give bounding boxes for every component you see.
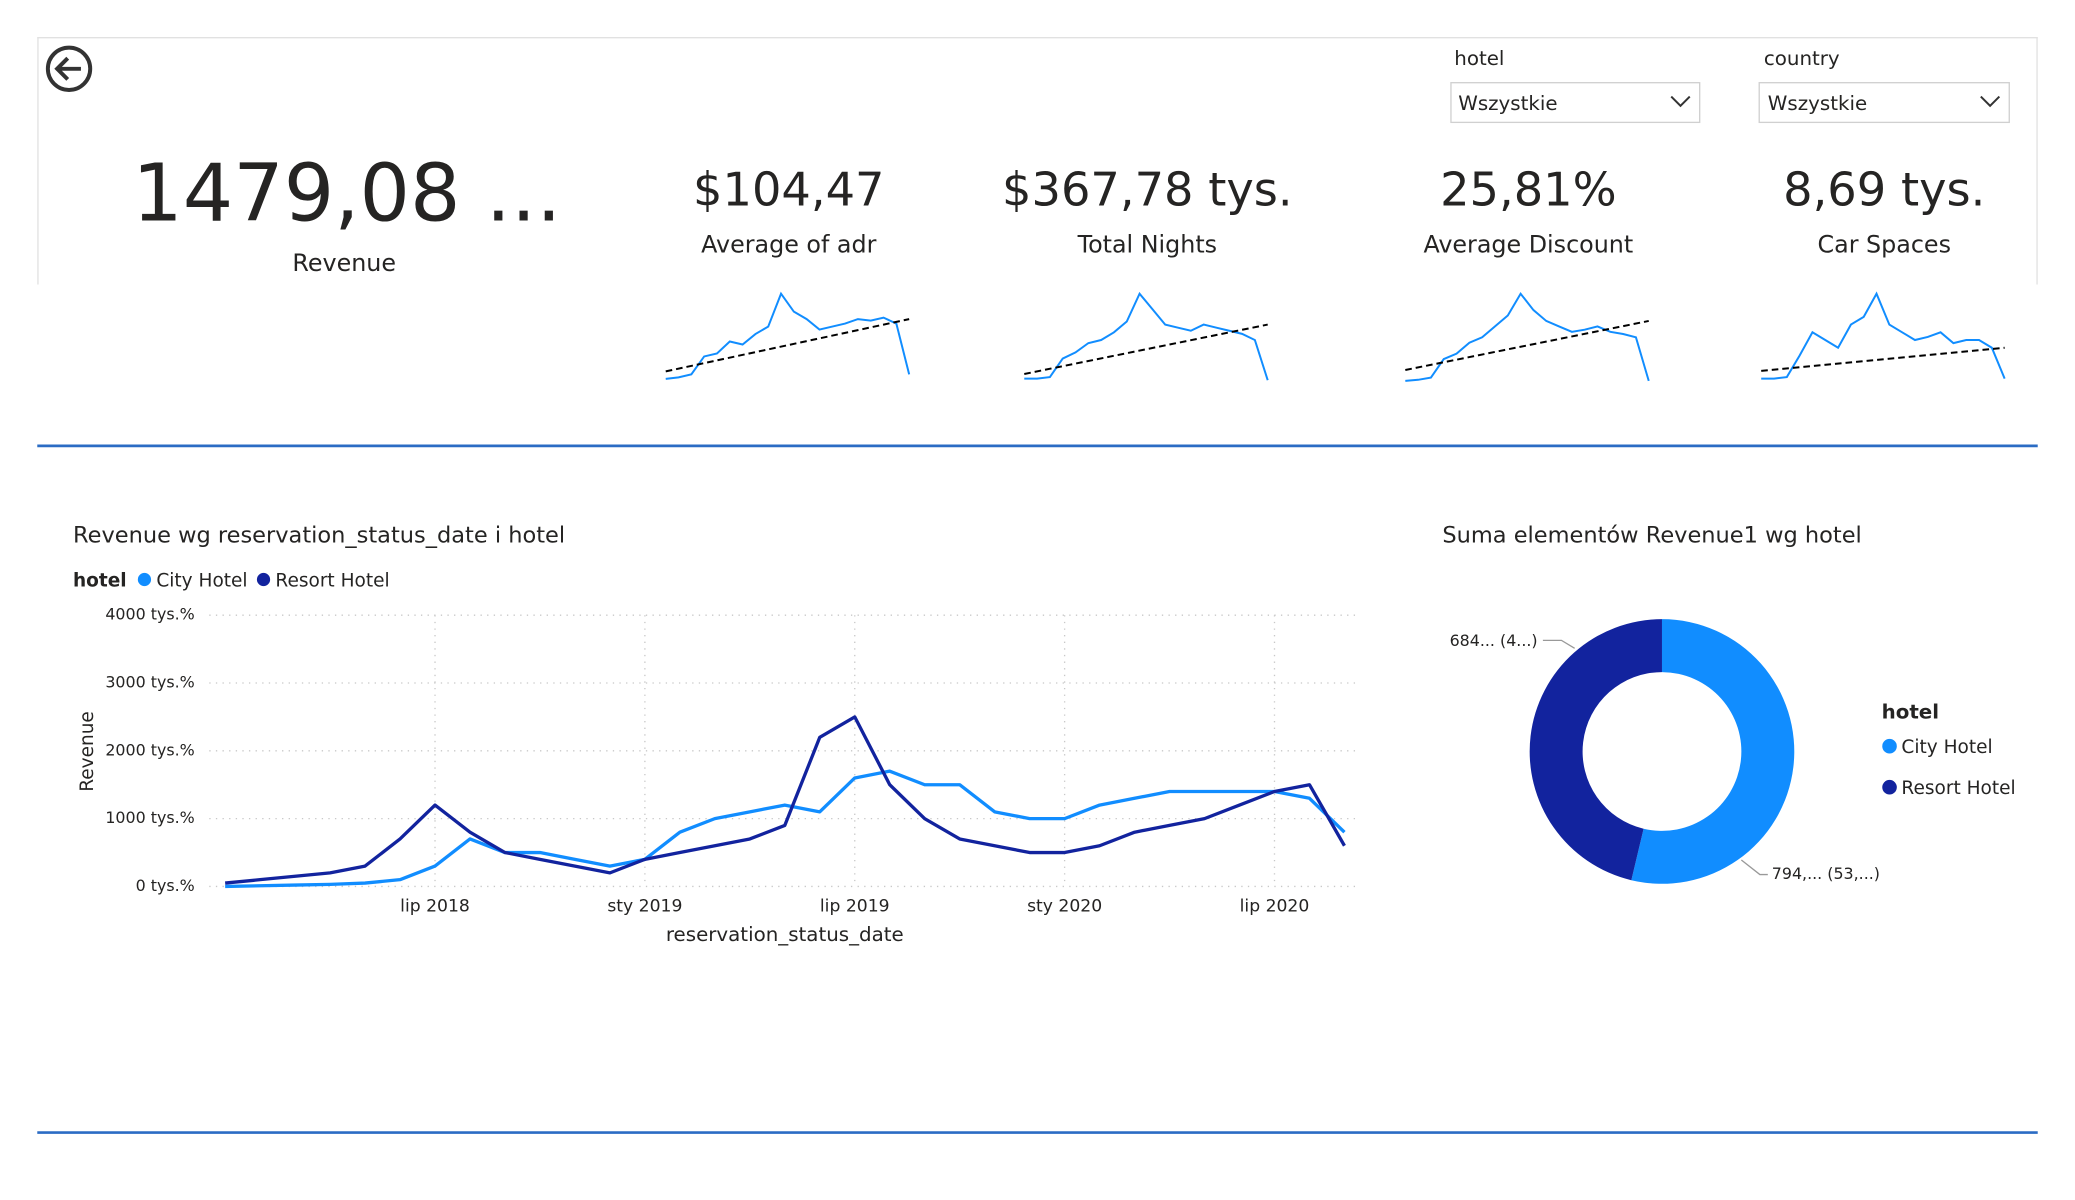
sparkline-trend bbox=[1405, 319, 1649, 371]
kpi-value: $104,47 bbox=[693, 163, 884, 217]
filter-label: hotel bbox=[1454, 47, 1504, 70]
y-tick-label: 2000 tys.% bbox=[105, 740, 194, 759]
y-tick-label: 1000 tys.% bbox=[105, 808, 194, 827]
kpi-value: 25,81% bbox=[1440, 163, 1617, 217]
chart-title: Revenue wg reservation_status_date i hot… bbox=[73, 522, 565, 548]
sparkline bbox=[1761, 291, 2006, 380]
sparkline bbox=[1024, 291, 1269, 381]
leader-line bbox=[1542, 639, 1575, 649]
filter-value: Wszystkie bbox=[1768, 92, 1867, 115]
legend-marker bbox=[137, 572, 152, 587]
legend-marker bbox=[256, 572, 271, 587]
y-axis-title: Revenue bbox=[77, 711, 98, 792]
filter-dropdown[interactable]: Wszystkie bbox=[1450, 82, 1701, 124]
filter-value: Wszystkie bbox=[1458, 92, 1557, 115]
sparkline-trend bbox=[1024, 323, 1268, 375]
y-tick-label: 4000 tys.% bbox=[105, 605, 194, 624]
legend-label: City Hotel bbox=[1901, 737, 1992, 758]
x-tick-label: sty 2020 bbox=[1027, 896, 1102, 916]
x-tick-label: lip 2019 bbox=[820, 896, 890, 916]
legend-label: Resort Hotel bbox=[1901, 778, 2015, 799]
sparkline-trend bbox=[665, 318, 910, 373]
back-button[interactable] bbox=[45, 45, 93, 92]
x-tick-label: sty 2019 bbox=[607, 896, 682, 916]
kpi-label: Car Spaces bbox=[1818, 231, 1951, 259]
kpi-value: $367,78 tys. bbox=[1002, 163, 1293, 217]
data-label: 684... (4...) bbox=[1450, 631, 1538, 650]
y-tick-label: 0 tys.% bbox=[136, 876, 195, 895]
chart-title: Suma elementów Revenue1 wg hotel bbox=[1442, 522, 1861, 548]
legend-marker bbox=[1882, 779, 1897, 795]
sparkline bbox=[1405, 291, 1650, 382]
kpi-value: 1479,08 ... bbox=[132, 146, 561, 239]
donut-slice bbox=[1631, 619, 1795, 884]
data-label: 794,... (53,...) bbox=[1772, 864, 1880, 883]
legend-marker bbox=[1882, 738, 1897, 754]
filter-label: country bbox=[1764, 47, 1840, 70]
kpi-label: Average of adr bbox=[701, 231, 876, 259]
kpi-label: Total Nights bbox=[1077, 231, 1217, 259]
kpi-value: 8,69 tys. bbox=[1783, 163, 1985, 217]
kpi-label: Revenue bbox=[292, 249, 396, 277]
legend-label: Resort Hotel bbox=[275, 570, 389, 591]
y-tick-label: 3000 tys.% bbox=[105, 673, 194, 692]
x-axis-title: reservation_status_date bbox=[666, 923, 904, 946]
legend-label: City Hotel bbox=[156, 570, 247, 591]
legend-title: hotel bbox=[1882, 701, 1939, 724]
legend-title: hotel bbox=[73, 570, 127, 591]
series-line bbox=[224, 715, 1346, 885]
series-line bbox=[225, 769, 1346, 889]
x-tick-label: lip 2020 bbox=[1240, 896, 1310, 916]
leader-line bbox=[1740, 859, 1768, 876]
sparkline bbox=[665, 291, 911, 380]
x-tick-label: lip 2018 bbox=[400, 896, 470, 916]
filter-dropdown[interactable]: Wszystkie bbox=[1758, 82, 2010, 124]
sparkline-trend bbox=[1761, 346, 2005, 372]
donut-slice bbox=[1529, 619, 1662, 881]
kpi-label: Average Discount bbox=[1423, 231, 1633, 259]
